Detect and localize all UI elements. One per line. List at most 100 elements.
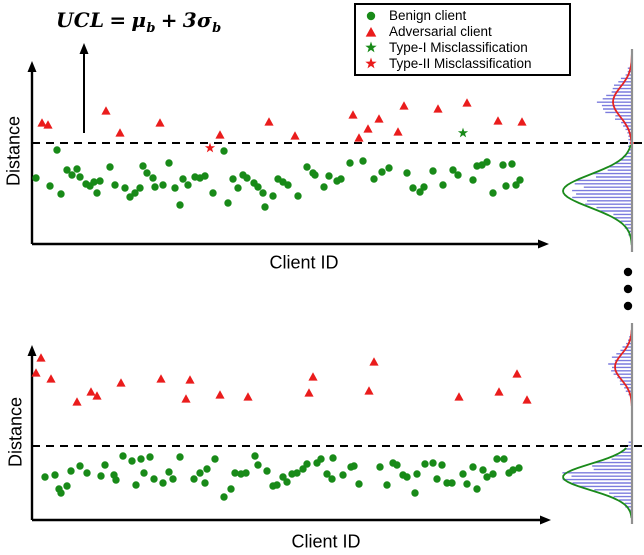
adversarial-point — [185, 375, 195, 384]
benign-point — [411, 489, 419, 497]
benign-point — [165, 159, 173, 167]
benign-point — [323, 470, 331, 478]
benign-point — [512, 181, 520, 189]
legend-box: Benign client Adversarial client Type-I … — [354, 3, 571, 76]
benign-point — [63, 166, 71, 174]
benign-point — [231, 469, 239, 477]
benign-point — [370, 175, 378, 183]
adversarial-point — [86, 387, 96, 396]
benign-point — [279, 473, 287, 481]
adversarial-point — [36, 353, 46, 362]
adversarial-point — [215, 130, 225, 139]
benign-point — [273, 481, 281, 489]
formula-sigma-sub: b — [212, 21, 222, 36]
adversarial-point — [290, 131, 300, 140]
benign-point — [179, 175, 187, 183]
benign-point — [328, 475, 336, 483]
benign-point — [90, 178, 98, 186]
benign-point — [284, 181, 292, 189]
benign-point — [311, 171, 319, 179]
benign-point — [83, 469, 91, 477]
benign-point — [211, 455, 219, 463]
benign-point — [378, 168, 386, 176]
formula-three: 3 — [182, 8, 198, 32]
benign-point — [184, 181, 192, 189]
benign-point — [119, 452, 127, 460]
benign-point — [46, 182, 54, 190]
benign-point — [73, 165, 81, 173]
benign-point — [383, 481, 391, 489]
benign-point — [41, 473, 49, 481]
adversarial-point — [115, 128, 125, 137]
benign-point — [139, 162, 147, 170]
formula-sigma: σ — [197, 8, 213, 32]
adversarial-point — [116, 378, 126, 387]
adversarial-point — [522, 395, 532, 404]
benign-marker-icon — [366, 11, 376, 20]
benign-point — [261, 203, 269, 211]
benign-point — [483, 158, 491, 166]
benign-point — [339, 471, 347, 479]
adversarial-point — [364, 386, 374, 395]
benign-point — [93, 189, 101, 197]
benign-point — [463, 480, 471, 488]
legend-item: Type-II Misclassification — [364, 56, 561, 71]
x-axis-arrow — [538, 239, 549, 249]
adversarial-point — [72, 397, 82, 406]
benign-point — [493, 455, 501, 463]
adversarial-point — [374, 114, 384, 123]
benign-point — [355, 480, 363, 488]
benign-point — [242, 469, 250, 477]
legend-label: Benign client — [389, 8, 467, 23]
ellipsis-dot — [623, 301, 633, 311]
adversarial-point — [512, 369, 522, 378]
benign-point — [409, 184, 417, 192]
benign-point — [413, 470, 421, 478]
adversarial-point — [433, 104, 443, 113]
benign-point — [479, 466, 487, 474]
benign-point — [359, 157, 367, 165]
benign-point — [220, 147, 228, 155]
benign-point — [489, 189, 497, 197]
benign-point — [263, 467, 271, 475]
legend-label: Type-I Misclassification — [389, 40, 528, 55]
legend-item: Type-I Misclassification — [364, 40, 561, 55]
benign-point — [329, 454, 337, 462]
benign-point — [420, 183, 428, 191]
benign-point — [146, 453, 154, 461]
benign-point — [121, 184, 129, 192]
adversarial-point — [308, 372, 318, 381]
benign-point — [131, 189, 139, 197]
benign-point — [224, 199, 232, 207]
benign-point — [101, 461, 109, 469]
ellipsis-dot — [623, 267, 633, 277]
benign-point — [32, 174, 40, 182]
adversarial-point — [181, 394, 191, 403]
adversarial-point — [43, 120, 53, 129]
legend-label: Type-II Misclassification — [389, 56, 532, 71]
adversarial-point — [399, 101, 409, 110]
benign-point — [459, 470, 467, 478]
adversarial-marker-icon — [365, 26, 377, 37]
adversarial-point — [454, 392, 464, 401]
benign-point — [190, 475, 198, 483]
benign-point — [67, 467, 75, 475]
benign-point — [320, 183, 328, 191]
benign-point — [243, 174, 251, 182]
formula-mu-sub: b — [146, 21, 156, 36]
benign-point — [403, 169, 411, 177]
benign-point — [293, 469, 301, 477]
benign-point — [254, 183, 262, 191]
benign-point — [376, 463, 384, 471]
benign-point — [165, 468, 173, 476]
benign-point — [317, 455, 325, 463]
benign-point — [97, 472, 105, 480]
benign-point — [150, 475, 158, 483]
benign-point — [438, 461, 446, 469]
benign-point — [137, 455, 145, 463]
benign-point — [350, 462, 358, 470]
adversarial-point — [363, 124, 373, 133]
benign-point — [234, 184, 242, 192]
benign-point — [489, 470, 497, 478]
